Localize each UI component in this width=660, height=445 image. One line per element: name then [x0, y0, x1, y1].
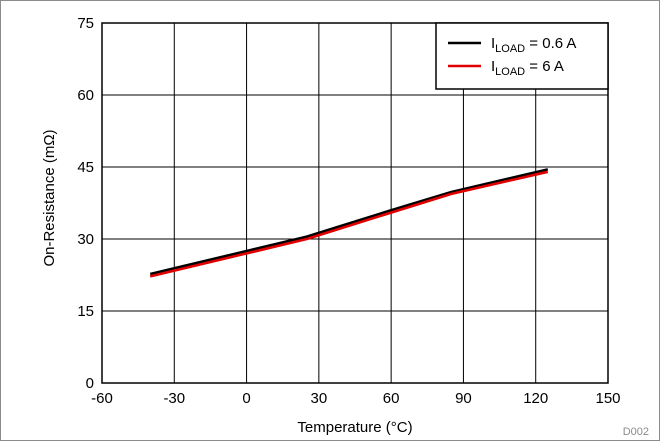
y-tick-label: 45 — [77, 159, 94, 176]
y-axis-label: On-Resistance (mΩ) — [41, 129, 58, 266]
legend-label-2: ILOAD = 6 A — [491, 58, 564, 78]
series-line-1 — [149, 168, 549, 276]
y-tick-label: 15 — [77, 303, 94, 320]
series-lines — [149, 168, 549, 278]
plot-border — [101, 22, 609, 384]
x-axis-label: Temperature (°C) — [297, 419, 412, 436]
legend: ILOAD = 0.6 A ILOAD = 6 A — [435, 22, 609, 90]
legend-label-1: ILOAD = 0.6 A — [491, 35, 576, 55]
x-tick-label: 150 — [595, 390, 620, 407]
y-tick-label: 0 — [86, 375, 94, 392]
x-tick-label: -30 — [163, 390, 185, 407]
x-tick-label: 120 — [523, 390, 548, 407]
series-line-2 — [149, 170, 549, 278]
legend-box — [435, 22, 609, 90]
x-tick-label: 30 — [311, 390, 328, 407]
x-tick-label: 90 — [455, 390, 472, 407]
x-tick-label: 0 — [242, 390, 250, 407]
x-tick-label: -60 — [91, 390, 113, 407]
y-tick-label: 75 — [77, 15, 94, 32]
y-tick-label: 30 — [77, 231, 94, 248]
x-tick-label: 60 — [383, 390, 400, 407]
y-tick-label: 60 — [77, 87, 94, 104]
figure-code: D002 — [623, 426, 649, 438]
y-tick-labels: 0 15 30 45 60 75 — [77, 15, 94, 392]
x-tick-labels: -60 -30 0 30 60 90 120 150 — [91, 390, 620, 407]
